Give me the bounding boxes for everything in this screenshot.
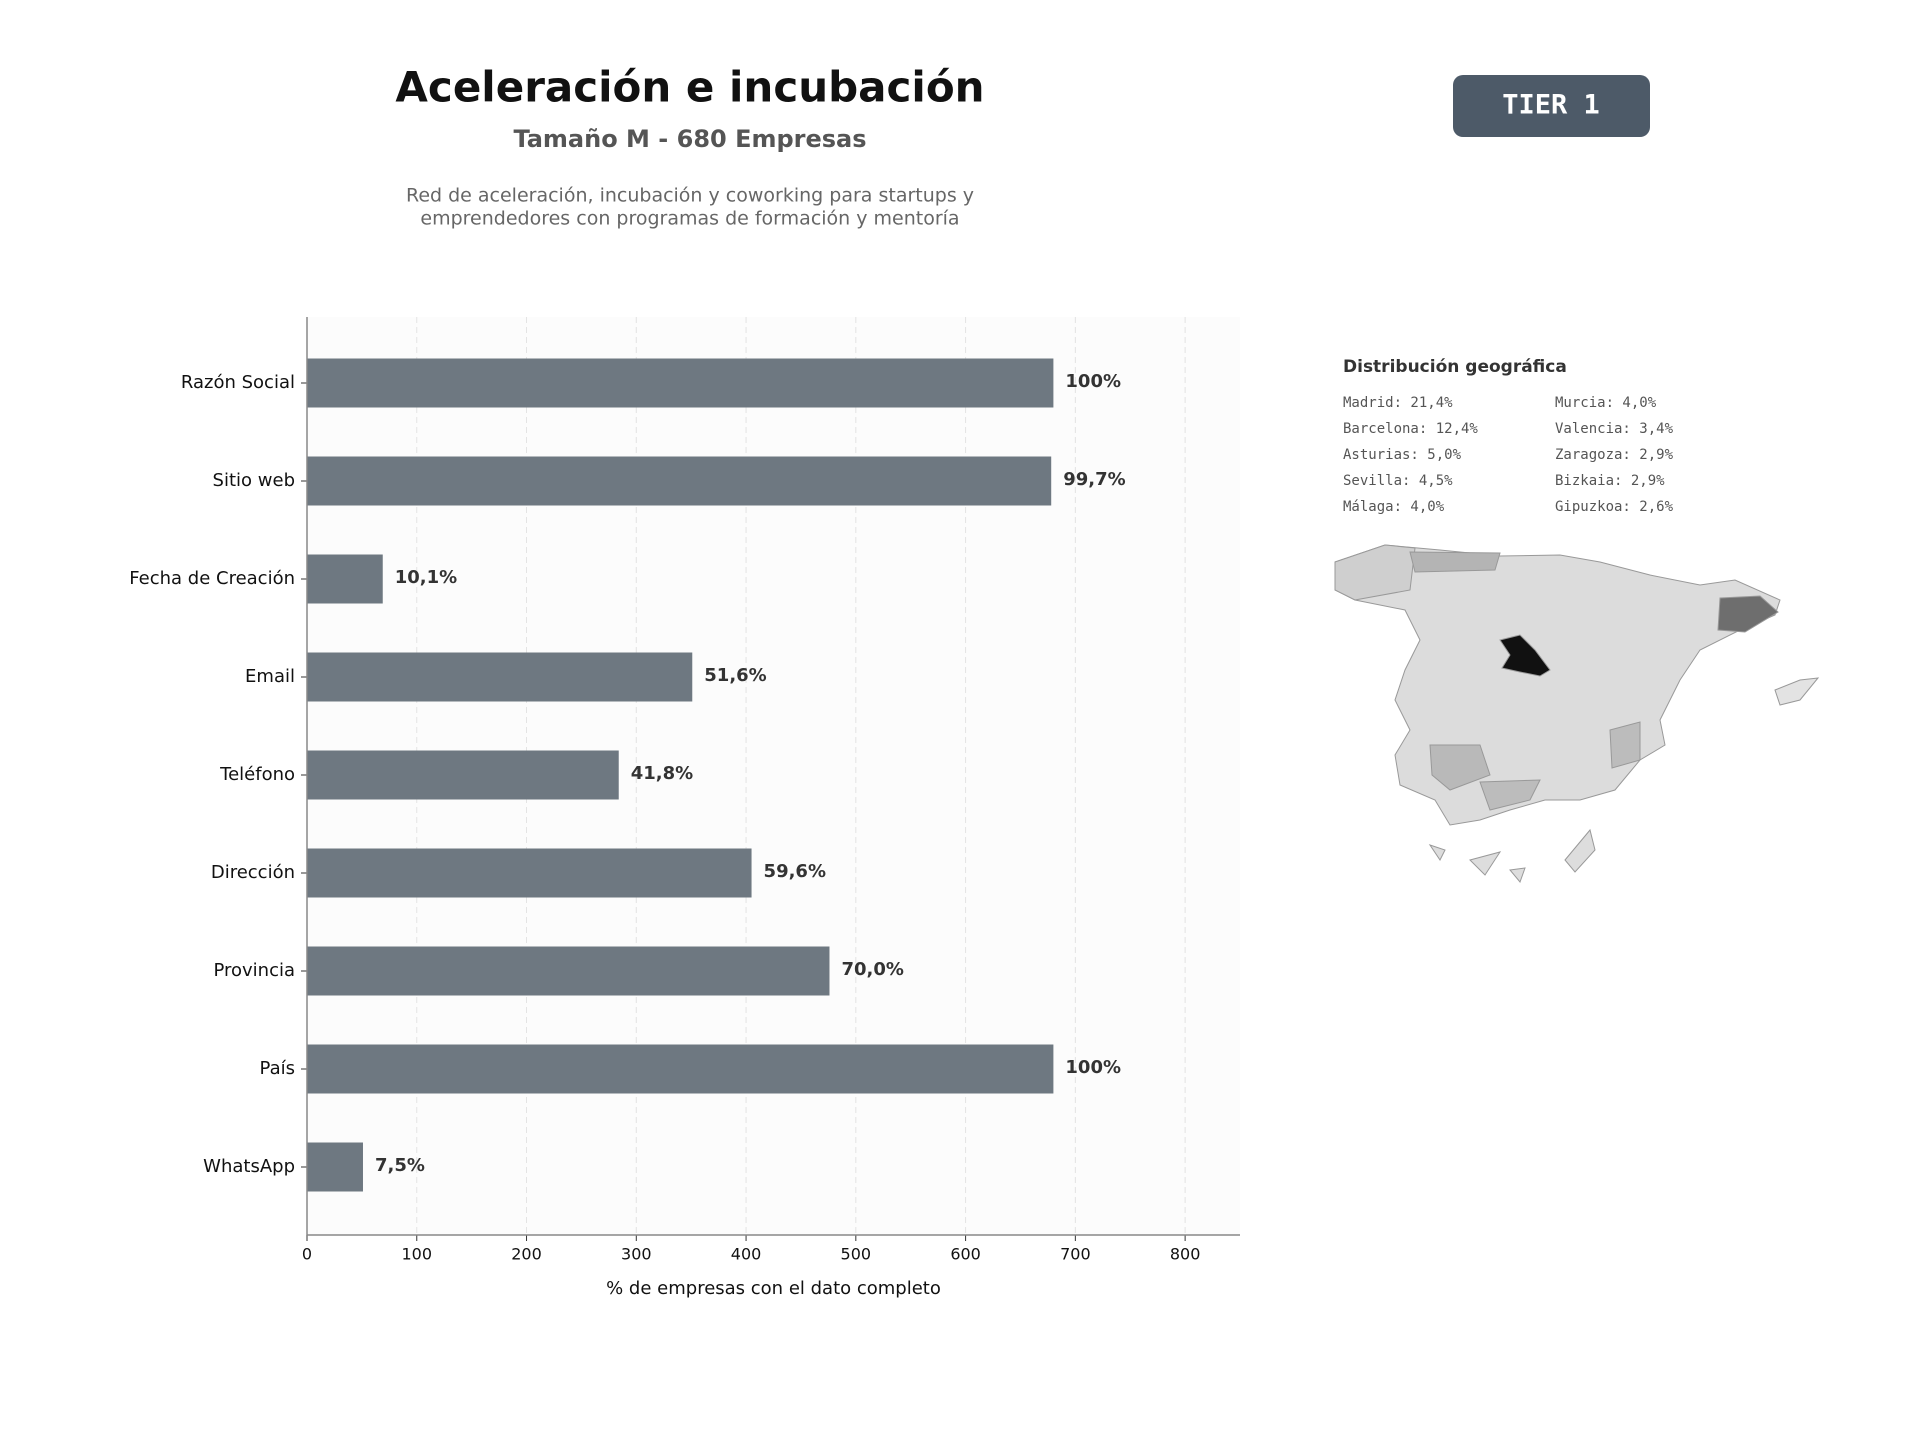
y-tick-label: Sitio web: [213, 470, 295, 491]
x-tick-label: 500: [841, 1245, 872, 1264]
geo-item: Madrid: 21,4%: [1343, 395, 1453, 411]
y-tick-label: Provincia: [213, 960, 295, 981]
asturias: [1409, 551, 1501, 573]
value-label: 7,5%: [375, 1155, 425, 1176]
y-tick-label: Email: [245, 666, 295, 687]
x-tick-label: 800: [1170, 1245, 1201, 1264]
canarias: [1428, 828, 1596, 883]
x-tick-label: 400: [731, 1245, 762, 1264]
bar: [307, 1142, 363, 1192]
x-tick-label: 600: [950, 1245, 981, 1264]
x-axis-label: % de empresas con el dato completo: [606, 1278, 941, 1299]
description: Red de aceleración, incubación y coworki…: [406, 185, 974, 207]
x-tick-label: 200: [511, 1245, 542, 1264]
x-tick-label: 100: [401, 1245, 432, 1264]
map: [1334, 544, 1820, 883]
bar: [307, 358, 1054, 408]
y-tick-label: Fecha de Creación: [129, 568, 295, 589]
bar: [307, 456, 1052, 506]
x-tick-label: 0: [302, 1245, 312, 1264]
value-label: 70,0%: [841, 959, 903, 980]
y-tick-label: Razón Social: [181, 372, 295, 393]
badge-text: TIER 1: [1502, 90, 1600, 121]
madrid: [1499, 634, 1551, 677]
value-label: 100%: [1065, 371, 1121, 392]
bar: [307, 1044, 1054, 1094]
geo-title: Distribución geográfica: [1343, 357, 1567, 377]
value-label: 10,1%: [395, 567, 457, 588]
bar: [307, 848, 752, 898]
geo-item: Gipuzkoa: 2,6%: [1555, 499, 1674, 515]
geo-item: Asturias: 5,0%: [1343, 447, 1462, 463]
y-tick-label: Dirección: [211, 862, 295, 883]
geo-item: Bizkaia: 2,9%: [1555, 473, 1665, 489]
geo-item: Sevilla: 4,5%: [1343, 473, 1453, 489]
sevilla: [1429, 744, 1491, 791]
y-tick-label: País: [260, 1058, 295, 1079]
title: Aceleración e incubación: [395, 63, 984, 112]
badge: [1453, 75, 1650, 137]
value-label: 59,6%: [764, 861, 826, 882]
barcelona: [1717, 595, 1779, 633]
murcia: [1609, 721, 1641, 769]
bar: [307, 750, 619, 800]
y-tick-label: WhatsApp: [203, 1156, 295, 1177]
y-tick-label: Teléfono: [219, 764, 295, 785]
subtitle: Tamaño M - 680 Empresas: [513, 125, 866, 153]
x-tick-label: 300: [621, 1245, 652, 1264]
description: emprendedores con programas de formación…: [420, 208, 959, 230]
malaga: [1479, 779, 1541, 811]
geo-item: Zaragoza: 2,9%: [1555, 447, 1674, 463]
value-label: 51,6%: [704, 665, 766, 686]
geo-item: Barcelona: 12,4%: [1343, 421, 1478, 437]
geo-item: Valencia: 3,4%: [1555, 421, 1674, 437]
galicia: [1334, 544, 1416, 601]
bar: [307, 652, 693, 702]
geo-item: Murcia: 4,0%: [1555, 395, 1657, 411]
bar: [307, 946, 830, 996]
baleares: [1774, 677, 1820, 706]
geo-item: Málaga: 4,0%: [1343, 499, 1445, 515]
value-label: 100%: [1065, 1057, 1121, 1078]
bar: [307, 554, 383, 604]
x-tick-label: 700: [1060, 1245, 1091, 1264]
value-label: 41,8%: [631, 763, 693, 784]
value-label: 99,7%: [1063, 469, 1125, 490]
